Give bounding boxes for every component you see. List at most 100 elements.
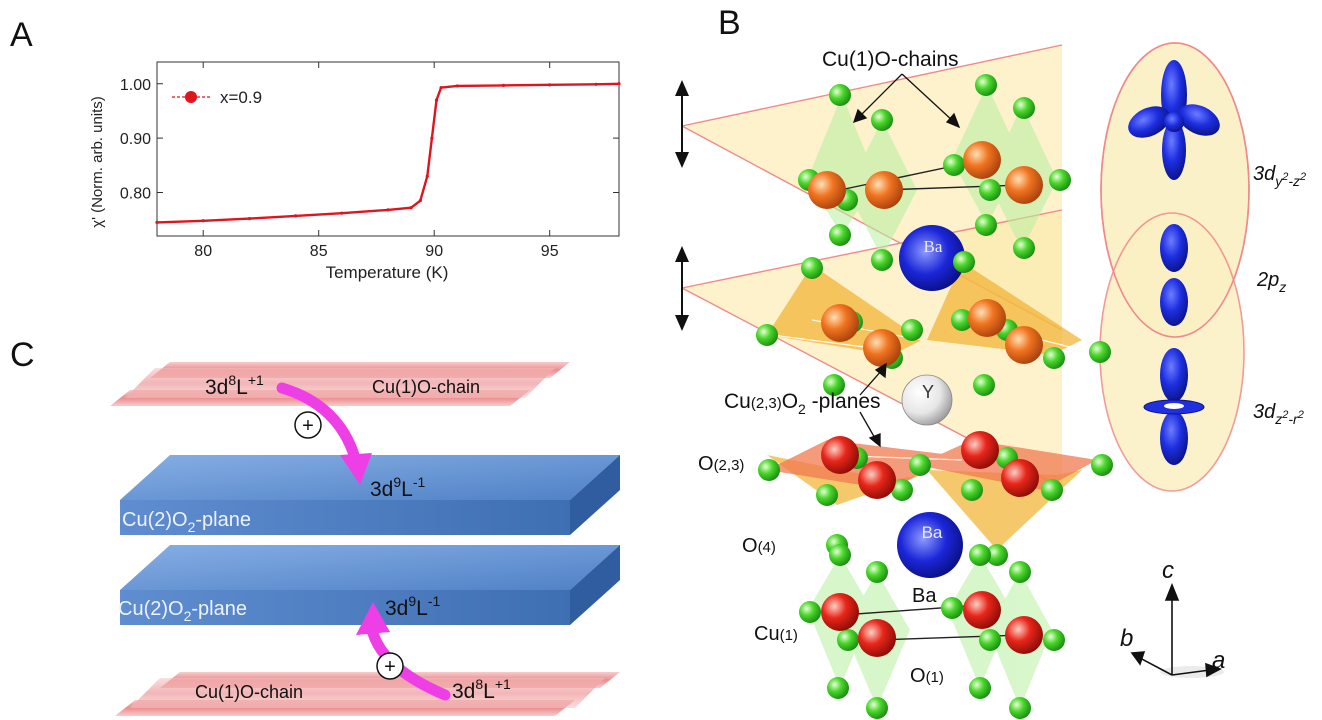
oxygen-atom xyxy=(969,677,991,699)
orbital-label-3d-z2-r2: 3dz2-r2 xyxy=(1253,401,1304,427)
y-tick-label: 0.80 xyxy=(120,186,151,203)
oxygen-atom xyxy=(909,454,931,476)
orbital-2pz xyxy=(1160,224,1188,326)
oxygen-atom xyxy=(975,214,997,236)
y-atom: Y xyxy=(901,374,953,426)
oxygen-atom xyxy=(1009,697,1031,719)
axis-a-label: a xyxy=(1212,647,1225,674)
axis-c-label: c xyxy=(1162,557,1174,584)
cu-plane-atom-upper xyxy=(1005,326,1043,364)
cu-chain-atom-upper xyxy=(1005,166,1043,204)
data-point xyxy=(425,174,429,178)
oxygen-atom xyxy=(816,484,838,506)
data-point xyxy=(386,208,390,212)
panel-label-b: B xyxy=(718,4,741,42)
oxygen-atom xyxy=(941,597,963,619)
top-chain-sheet xyxy=(110,362,570,406)
oxygen-atom xyxy=(799,601,821,623)
legend-label: x=0.9 xyxy=(220,88,262,107)
cu-plane-atom-lower xyxy=(821,436,859,474)
bottom-chain-sheet xyxy=(115,672,620,716)
oxygen-atom xyxy=(943,154,965,176)
top-chain-state: 3d8L+1 xyxy=(205,372,264,399)
oxygen-atom xyxy=(801,257,823,279)
oxygen-atom xyxy=(901,319,923,341)
data-point xyxy=(455,84,459,88)
data-point xyxy=(548,83,552,87)
panel-label-a: A xyxy=(10,16,33,54)
oxygen-atom xyxy=(1089,341,1111,363)
x-tick-label: 80 xyxy=(194,243,212,260)
displacement-arrow-upper xyxy=(675,80,689,168)
ba-atom-lower: Ba xyxy=(897,512,963,578)
oxygen-atom xyxy=(829,84,851,106)
ba-label: Ba xyxy=(912,585,937,607)
orbital-3d-y2-z2 xyxy=(1128,60,1220,180)
svg-text:Y: Y xyxy=(922,382,934,402)
oxygen-atom xyxy=(979,629,1001,651)
cu-chain-atom-lower xyxy=(821,593,859,631)
cu-plane-atom-lower xyxy=(961,431,999,469)
oxygen-atom xyxy=(823,374,845,396)
oxygen-atom xyxy=(1043,629,1065,651)
x-tick-label: 90 xyxy=(425,243,443,260)
plus-circle-lower: + xyxy=(376,652,404,680)
cu-chain-atom-upper xyxy=(808,171,846,209)
panel-label-c: C xyxy=(10,336,35,374)
oxygen-atom xyxy=(1013,237,1035,259)
charge-transfer-schematic: Cu(1)O-chain 3d8L+1 Cu(2)O2-plane 3d9L-1… xyxy=(110,362,620,716)
oxygen-atom xyxy=(866,561,888,583)
oxygen-atom xyxy=(969,544,991,566)
oxygen-atom xyxy=(871,249,893,271)
cu-plane-atom-upper xyxy=(821,304,859,342)
o23-label: O(2,3) xyxy=(698,453,744,475)
oxygen-atom xyxy=(1041,479,1063,501)
cu-plane-atom-upper xyxy=(863,329,901,367)
orbital-label-2pz: 2pz xyxy=(1256,269,1286,295)
y-tick-label: 1.00 xyxy=(120,77,151,94)
data-point xyxy=(617,82,621,86)
oxygen-atom xyxy=(979,179,1001,201)
data-point xyxy=(501,83,506,87)
oxygen-atom xyxy=(891,479,913,501)
ba-atom-upper: Ba xyxy=(899,225,965,291)
oxygen-atom xyxy=(871,109,893,131)
planes-label: Cu(2,3)O2 -planes xyxy=(724,390,881,417)
oxygen-atom xyxy=(973,374,995,396)
plane-upper-label: Cu(2)O2-plane xyxy=(122,509,251,535)
cuo2-plane-upper xyxy=(120,455,620,535)
displacement-arrow-lower xyxy=(675,246,689,331)
orbital-label-3d-y2-z2: 3dy2-z2 xyxy=(1253,163,1306,189)
x-axis-label: Temperature (K) xyxy=(326,263,449,282)
plus-circle-upper: + xyxy=(294,411,322,439)
oxygen-atom xyxy=(837,629,859,651)
oxygen-atom xyxy=(827,677,849,699)
cu-chain-atom-lower xyxy=(858,619,896,657)
crystal-axes xyxy=(1130,582,1224,678)
cu-chain-atom-lower xyxy=(963,591,1001,629)
o1-label: O(1) xyxy=(910,665,944,687)
oxygen-atom xyxy=(986,544,1008,566)
susceptibility-chart: 80 85 90 95 0.80 0.90 1.00 Temperature (K) χ' … xyxy=(89,61,621,282)
svg-text:Ba: Ba xyxy=(922,523,943,542)
plane-lower-label: Cu(2)O2-plane xyxy=(118,598,247,624)
oxygen-atom xyxy=(961,479,983,501)
x-tick-label: 85 xyxy=(310,243,328,260)
top-chain-label: Cu(1)O-chain xyxy=(372,377,480,397)
ybco-crystal-structure: Ba Ba Y 3dy2-z2 2pz 3dz2-r2 Cu(1)O-chain… xyxy=(675,42,1306,719)
cu-plane-atom-lower xyxy=(858,461,896,499)
plot-frame xyxy=(156,61,620,237)
plane-lower-state: 3d9L-1 xyxy=(385,593,441,620)
plane-upper-state: 3d9L-1 xyxy=(370,474,426,501)
oxygen-atom xyxy=(1043,347,1065,369)
oxygen-atom xyxy=(1009,561,1031,583)
oxygen-atom xyxy=(758,459,780,481)
data-point xyxy=(201,219,205,223)
cu-chain-atom-upper xyxy=(963,141,1001,179)
oxygen-atom xyxy=(1013,97,1035,119)
cuo2-plane-lower xyxy=(120,545,620,625)
planes-pointers xyxy=(859,362,887,448)
data-point xyxy=(418,199,422,203)
oxygen-atom xyxy=(951,309,973,331)
legend-marker xyxy=(185,91,197,103)
